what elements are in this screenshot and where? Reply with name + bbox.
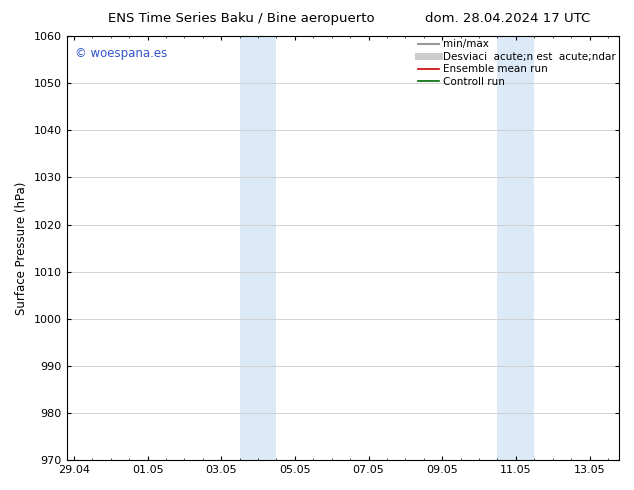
Bar (498, 36, 534, 460)
Text: dom. 28.04.2024 17 UTC: dom. 28.04.2024 17 UTC (425, 12, 590, 25)
Legend: min/max, Desviaci  acute;n est  acute;ndar, Ensemble mean run, Controll run: min/max, Desviaci acute;n est acute;ndar… (418, 39, 616, 87)
Bar (240, 36, 276, 460)
Y-axis label: Surface Pressure (hPa): Surface Pressure (hPa) (15, 181, 28, 315)
Text: ENS Time Series Baku / Bine aeropuerto: ENS Time Series Baku / Bine aeropuerto (108, 12, 374, 25)
Text: © woespana.es: © woespana.es (75, 47, 167, 60)
